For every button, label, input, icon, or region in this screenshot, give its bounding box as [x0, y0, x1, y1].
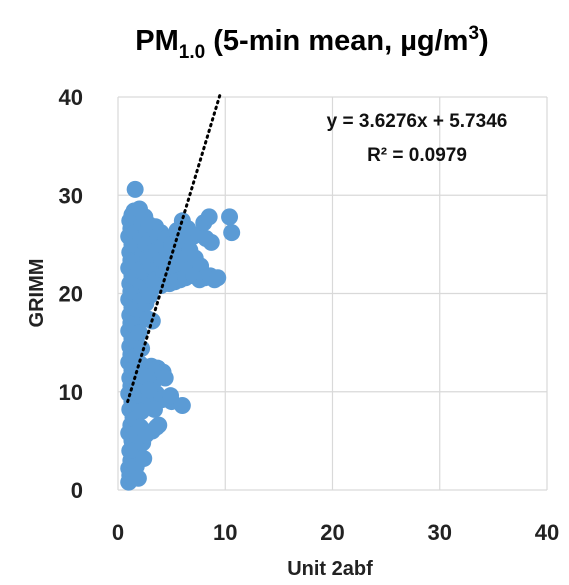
data-point: [202, 233, 220, 251]
r-squared-label: R² = 0.0979: [367, 145, 467, 166]
data-point: [221, 208, 239, 226]
data-point: [223, 224, 241, 242]
gridlines: [117, 96, 548, 491]
x-tick-label: 10: [213, 520, 237, 545]
trendline-group: [126, 93, 222, 404]
data-point: [133, 402, 151, 420]
x-tick-labels: 0 10 20 30 40: [112, 520, 559, 545]
data-point: [129, 469, 147, 487]
data-point: [156, 369, 174, 387]
trendline-equation: y = 3.6276x + 5.7346: [327, 111, 508, 132]
trendline: [126, 93, 222, 404]
data-point: [126, 180, 144, 198]
data-point: [145, 400, 163, 418]
x-tick-label: 30: [428, 520, 452, 545]
data-point: [135, 367, 153, 385]
x-axis-label: Unit 2abf: [287, 558, 373, 580]
data-point: [140, 381, 158, 399]
title-prefix: PM: [135, 25, 179, 57]
data-point: [148, 418, 166, 436]
title-middle: (5-min mean, µg/m: [205, 25, 468, 57]
data-point: [162, 387, 180, 405]
y-tick-label: 30: [59, 183, 83, 208]
data-point: [135, 450, 153, 468]
data-point: [209, 269, 227, 287]
x-tick-label: 20: [320, 520, 344, 545]
x-tick-label: 0: [112, 520, 124, 545]
x-tick-label: 40: [535, 520, 559, 545]
y-tick-label: 20: [59, 282, 83, 307]
y-tick-label: 10: [59, 380, 83, 405]
data-point: [200, 208, 218, 226]
data-point: [173, 397, 191, 415]
data-point: [130, 324, 148, 342]
title-superscript: 3: [468, 23, 479, 44]
chart-title: PM1.0 (5-min mean, µg/m3): [135, 23, 488, 63]
y-tick-label: 0: [71, 478, 83, 503]
y-tick-labels: 0 10 20 30 40: [59, 85, 83, 503]
title-subscript: 1.0: [179, 42, 205, 63]
data-point: [141, 286, 159, 304]
y-axis-label: GRIMM: [26, 259, 48, 328]
title-suffix: ): [479, 25, 489, 57]
data-points: [120, 180, 241, 491]
y-tick-label: 40: [59, 85, 83, 110]
